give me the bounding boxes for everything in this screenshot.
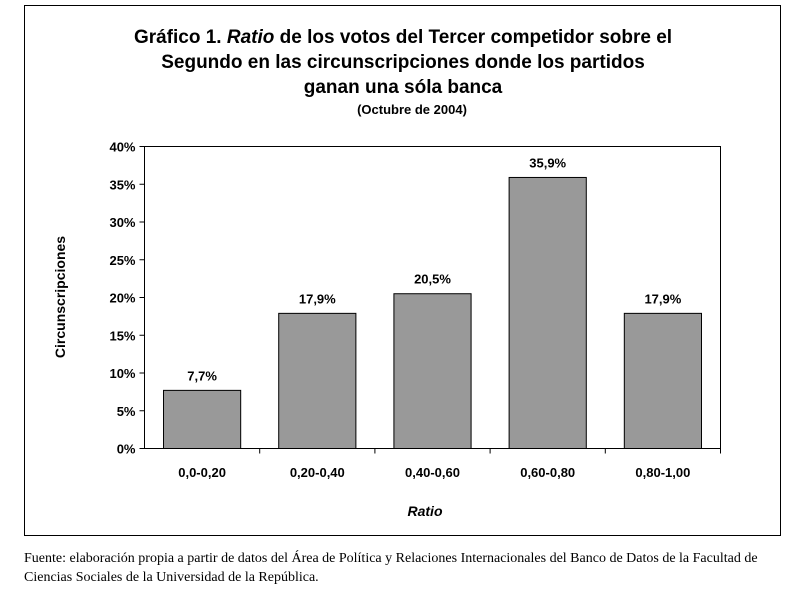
- bar: [393, 293, 472, 449]
- chart-title: ganan una sóla banca: [304, 77, 503, 98]
- chart-title: Segundo en las circunscripciones donde l…: [161, 52, 645, 73]
- source-note: Fuente: elaboración propia a partir de d…: [24, 551, 758, 585]
- y-axis-label: Circunscripciones: [52, 236, 68, 358]
- data-label: 20,5%: [414, 272, 451, 287]
- title-part: Gráfico 1.: [134, 27, 227, 48]
- bar: [508, 176, 587, 450]
- y-tick-label: 15%: [109, 328, 135, 343]
- y-tick-label: 20%: [109, 291, 135, 306]
- y-tick-label: 25%: [109, 253, 135, 268]
- bar: [163, 389, 242, 449]
- x-tick-label: 0,0-0,20: [178, 465, 226, 480]
- x-tick-label: 0,40-0,60: [405, 465, 460, 480]
- x-tick-label: 0,80-1,00: [635, 465, 690, 480]
- y-tick-label: 30%: [109, 215, 135, 230]
- x-axis-label: Ratio: [408, 503, 443, 519]
- title-part: Segundo en las circunscripciones donde l…: [161, 52, 645, 73]
- data-label: 17,9%: [299, 291, 336, 306]
- y-tick-label: 5%: [117, 404, 136, 419]
- data-label: 7,7%: [187, 368, 217, 383]
- bar: [278, 312, 357, 450]
- y-tick-label: 0%: [117, 442, 136, 457]
- x-tick-label: 0,60-0,80: [520, 465, 575, 480]
- bar: [623, 312, 702, 450]
- y-tick-label: 35%: [109, 177, 135, 192]
- chart: (Octubre de 2004) Ratio Circunscripcione…: [24, 5, 781, 536]
- y-tick-label: 40%: [109, 140, 135, 155]
- x-tick-label: 0,20-0,40: [290, 465, 345, 480]
- title-part: Ratio: [227, 27, 275, 48]
- chart-title: Gráfico 1. Ratio de los votos del Tercer…: [134, 27, 672, 48]
- data-label: 17,9%: [644, 291, 681, 306]
- title-part: de los votos del Tercer competidor sobre…: [274, 27, 672, 48]
- data-label: 35,9%: [529, 155, 566, 170]
- y-tick-label: 10%: [109, 366, 135, 381]
- chart-subtitle: (Octubre de 2004): [357, 102, 467, 117]
- title-part: ganan una sóla banca: [304, 77, 503, 98]
